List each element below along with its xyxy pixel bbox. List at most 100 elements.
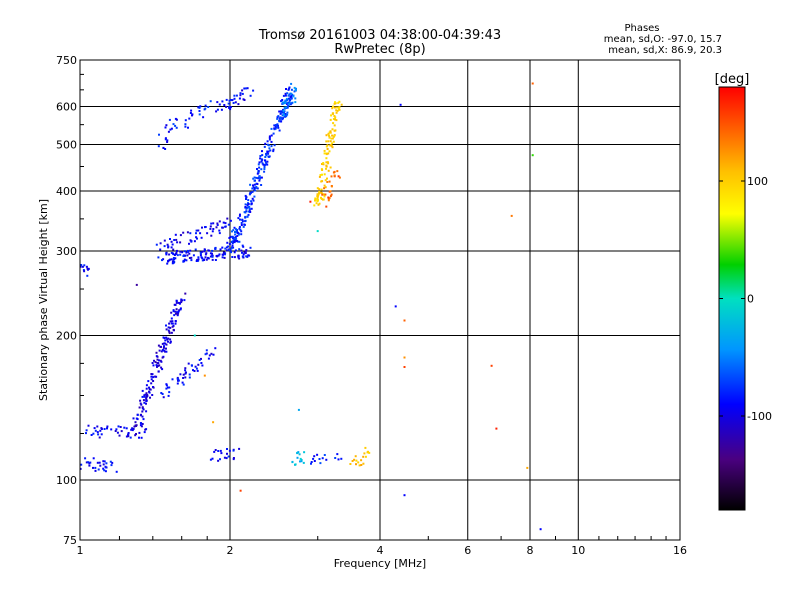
- data-point: [241, 244, 244, 247]
- data-point: [294, 89, 297, 92]
- data-point: [156, 355, 159, 358]
- data-point: [191, 114, 193, 117]
- data-point: [238, 214, 241, 217]
- data-point: [285, 97, 288, 100]
- data-point: [335, 109, 338, 112]
- data-point: [189, 239, 192, 242]
- data-point: [232, 457, 235, 459]
- data-point: [270, 127, 273, 130]
- data-point: [226, 241, 229, 244]
- data-point: [190, 259, 193, 262]
- data-point: [321, 193, 324, 196]
- data-point: [85, 432, 87, 435]
- data-point: [333, 174, 336, 177]
- data-point: [109, 460, 112, 463]
- data-point: [183, 299, 186, 302]
- data-point: [243, 87, 246, 90]
- data-point: [233, 251, 236, 254]
- data-point: [222, 221, 225, 224]
- data-point: [330, 114, 333, 117]
- data-point: [250, 202, 253, 205]
- data-points: [79, 82, 542, 531]
- data-point: [186, 231, 189, 234]
- data-point: [300, 460, 303, 463]
- data-point: [282, 101, 285, 104]
- data-point: [245, 210, 248, 213]
- data-point: [165, 383, 168, 386]
- data-point: [231, 244, 234, 247]
- y-tick-label: 75: [63, 534, 77, 547]
- data-point: [115, 470, 118, 473]
- data-point: [162, 396, 165, 399]
- data-point: [183, 258, 186, 261]
- data-point: [208, 249, 211, 252]
- data-point: [245, 255, 248, 258]
- data-point: [285, 99, 287, 102]
- data-point: [243, 223, 246, 226]
- data-point: [188, 257, 191, 259]
- data-point: [324, 186, 327, 189]
- data-point: [320, 180, 323, 183]
- data-point: [240, 230, 243, 233]
- data-point: [139, 399, 142, 402]
- data-point: [165, 328, 168, 331]
- data-point: [172, 248, 175, 251]
- data-point: [256, 168, 258, 170]
- data-point: [244, 250, 247, 253]
- data-point: [155, 351, 158, 354]
- data-point: [228, 237, 231, 239]
- data-point: [355, 463, 357, 466]
- data-point: [510, 214, 513, 217]
- data-point: [249, 211, 252, 213]
- data-point: [244, 194, 247, 197]
- data-point: [181, 381, 184, 384]
- data-point: [120, 430, 123, 433]
- data-point: [208, 354, 211, 357]
- data-point: [223, 252, 226, 255]
- data-point: [192, 254, 195, 257]
- data-point: [145, 384, 148, 387]
- data-point: [212, 353, 215, 356]
- data-point: [323, 195, 326, 198]
- data-point: [287, 88, 290, 91]
- data-point: [327, 162, 330, 165]
- data-point: [331, 107, 334, 110]
- data-point: [288, 87, 290, 90]
- data-point: [79, 265, 82, 268]
- data-point: [231, 235, 234, 238]
- data-point: [115, 428, 118, 431]
- data-point: [199, 251, 202, 254]
- data-point: [233, 240, 236, 243]
- data-point: [159, 248, 162, 251]
- data-point: [145, 392, 148, 395]
- data-point: [85, 265, 88, 268]
- data-point: [175, 308, 178, 311]
- data-point: [168, 118, 171, 121]
- data-point: [102, 467, 105, 470]
- data-point: [334, 116, 337, 119]
- data-point: [316, 197, 319, 200]
- data-point: [151, 362, 154, 364]
- data-point: [167, 340, 169, 343]
- x-tick-label: 4: [377, 544, 384, 557]
- data-point: [249, 94, 252, 97]
- data-point: [179, 234, 182, 237]
- data-point: [357, 461, 360, 464]
- data-point: [171, 260, 174, 263]
- data-point: [169, 258, 172, 261]
- data-point: [229, 106, 232, 109]
- data-point: [245, 196, 248, 199]
- data-point: [166, 386, 169, 389]
- data-point: [251, 187, 254, 190]
- data-point: [138, 431, 141, 434]
- data-point: [325, 145, 328, 148]
- data-point: [223, 456, 226, 459]
- data-point: [129, 436, 132, 439]
- data-point: [220, 452, 223, 455]
- data-point: [99, 464, 102, 467]
- data-point: [97, 468, 100, 471]
- x-axis-label: Frequency [MHz]: [334, 557, 426, 570]
- data-point: [161, 356, 164, 359]
- data-point: [176, 249, 178, 252]
- data-point: [325, 157, 328, 160]
